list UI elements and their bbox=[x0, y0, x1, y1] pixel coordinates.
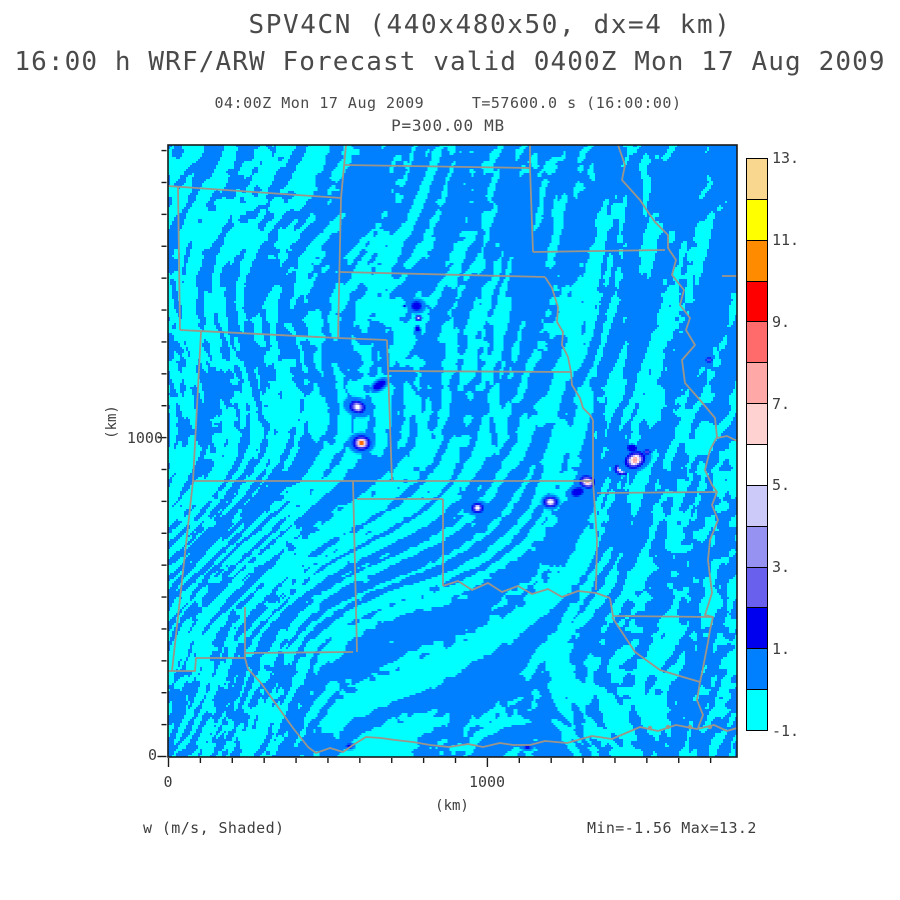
state-border-line bbox=[442, 580, 611, 599]
state-border-line bbox=[344, 164, 531, 169]
state-border-line bbox=[386, 339, 393, 482]
state-border-line bbox=[179, 329, 388, 341]
state-border-line bbox=[168, 185, 342, 199]
plot-title: SPV4CN (440x480x50, dx=4 km) bbox=[248, 10, 732, 40]
lake-dot bbox=[707, 724, 713, 730]
y-tick-label-1000: 1000 bbox=[126, 429, 163, 447]
colorbar-cell bbox=[746, 444, 768, 486]
colorbar-cell bbox=[746, 280, 768, 323]
pressure-level-label: P=300.00 MB bbox=[391, 116, 505, 135]
state-border-line bbox=[716, 435, 737, 442]
state-border-line bbox=[244, 607, 737, 754]
state-border-line bbox=[352, 480, 358, 653]
state-border-line bbox=[596, 491, 718, 494]
y-tick-label-0: 0 bbox=[147, 746, 157, 764]
colorbar-tick-label: 11. bbox=[772, 230, 800, 249]
colorbar-cell bbox=[746, 198, 768, 241]
colorbar-tick-label: 5. bbox=[772, 476, 791, 495]
state-border-line bbox=[532, 249, 666, 253]
colorbar-tick-label: 13. bbox=[772, 149, 800, 167]
plot-subtitle: 16:00 h WRF/ARW Forecast valid 0400Z Mon… bbox=[14, 47, 886, 77]
state-border-line bbox=[609, 597, 714, 618]
colorbar-cell bbox=[746, 321, 768, 364]
colorbar-tick-label: -1. bbox=[772, 721, 800, 740]
state-border-line bbox=[171, 331, 202, 672]
minmax-label: Min=-1.56 Max=13.2 bbox=[587, 819, 757, 837]
lake-dot bbox=[687, 724, 693, 730]
state-border-line bbox=[339, 271, 546, 278]
colorbar-cell bbox=[746, 239, 768, 282]
colorbar-cell bbox=[746, 362, 768, 405]
state-border-line bbox=[544, 276, 594, 421]
colorbar-tick-label: 7. bbox=[772, 394, 791, 413]
state-border-line bbox=[617, 145, 719, 729]
x-tick-label-1000: 1000 bbox=[468, 773, 506, 791]
y-axis-label: (km) bbox=[104, 405, 120, 439]
colorbar-cell bbox=[746, 648, 768, 691]
state-border-line bbox=[388, 370, 572, 373]
lake-dot bbox=[665, 724, 671, 730]
colorbar-cell bbox=[746, 403, 768, 446]
colorbar-cell bbox=[746, 607, 768, 650]
colorbar-cell bbox=[746, 484, 768, 527]
colorbar-tick-label: 9. bbox=[772, 312, 791, 331]
colorbar-tick-label: 3. bbox=[772, 558, 791, 577]
state-border-line bbox=[592, 480, 598, 591]
colorbar-labels: 13. 11. 9. 7. 5. 3. 1. -1. bbox=[772, 149, 822, 740]
valid-time-line: 04:00Z Mon 17 Aug 2009 T=57600.0 s (16:0… bbox=[214, 94, 682, 112]
colorbar-cell bbox=[746, 566, 768, 609]
state-border-line bbox=[337, 145, 347, 339]
state-borders-overlay bbox=[168, 145, 737, 754]
colorbar-cell bbox=[746, 525, 768, 568]
colorbar-cell bbox=[746, 689, 768, 732]
state-border-line bbox=[168, 657, 245, 672]
state-border-line bbox=[611, 616, 701, 683]
x-tick-label-0: 0 bbox=[163, 773, 173, 791]
state-border-line bbox=[177, 186, 181, 331]
state-border-line bbox=[244, 651, 354, 654]
colorbar bbox=[746, 158, 768, 732]
lake-dot bbox=[647, 725, 653, 731]
colorbar-cell bbox=[746, 158, 768, 200]
x-axis-label: (km) bbox=[435, 798, 469, 814]
colorbar-tick-label: 1. bbox=[772, 640, 791, 659]
field-description-label: w (m/s, Shaded) bbox=[143, 819, 285, 837]
state-border-line bbox=[529, 145, 534, 253]
